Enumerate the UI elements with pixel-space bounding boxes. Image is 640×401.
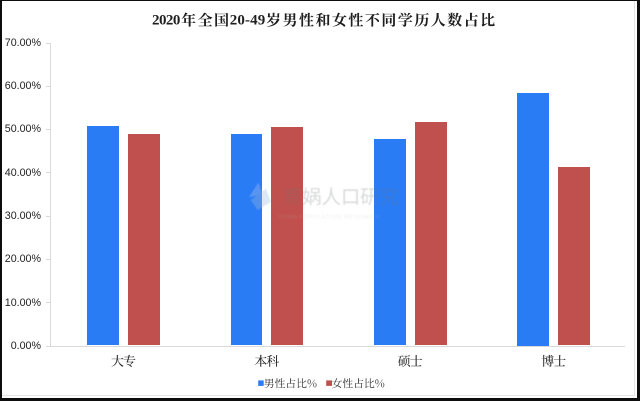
svg-text:2020: 2020 — [152, 13, 180, 29]
svg-text:YUWA POPULATION RESEARCH: YUWA POPULATION RESEARCH — [278, 215, 380, 221]
svg-text:20-49: 20-49 — [230, 13, 265, 29]
